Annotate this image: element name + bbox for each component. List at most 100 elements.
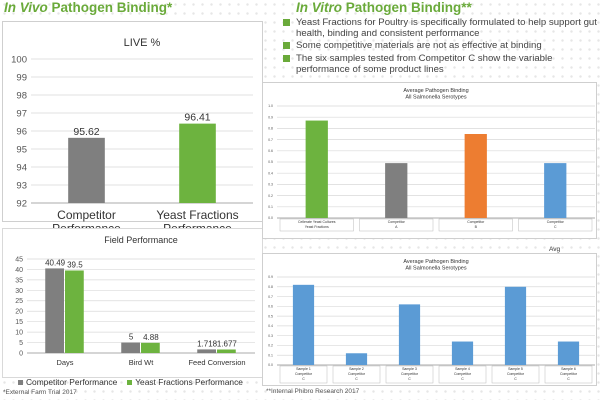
category-box (385, 365, 434, 384)
y-tick-label: 0.1 (268, 205, 273, 209)
category-box (544, 365, 593, 384)
bar (544, 163, 567, 218)
in-vivo-title-rest: Pathogen Binding* (47, 0, 173, 15)
category-box (279, 218, 354, 232)
bar (65, 270, 84, 353)
bar (141, 342, 160, 353)
category-box (438, 365, 487, 384)
category-box (518, 218, 593, 232)
x-category-label: Competitor (348, 372, 366, 376)
y-tick-label: 0.2 (268, 344, 273, 348)
y-tick-label: 30 (15, 288, 23, 295)
y-tick-label: 0.1 (268, 353, 273, 357)
y-tick-label: 0.0 (268, 363, 273, 367)
field-legend: Competitor Performance Yeast Fractions P… (18, 377, 243, 387)
bar (179, 123, 216, 203)
y-tick-label: 0.6 (268, 305, 273, 309)
bullet-item: Some competitive materials are not as ef… (282, 40, 597, 51)
competitor-c-samples-chart: Average Pathogen Binding All Salmonella S… (262, 253, 597, 386)
category-box (438, 218, 513, 232)
y-tick-label: 0.9 (268, 275, 273, 279)
bullet-item: Yeast Fractions for Poultry is specifica… (282, 17, 597, 39)
y-tick-label: 15 (15, 319, 23, 326)
x-category-label: Bird Wt (129, 358, 155, 367)
x-category-label: B (475, 225, 478, 229)
chart-title: Average Pathogen Binding (403, 259, 468, 265)
bullet-list: Yeast Fractions for Poultry is specifica… (282, 17, 597, 76)
x-category-label: Competitor (295, 372, 313, 376)
y-tick-label: 20 (15, 309, 23, 316)
y-tick-label: 35 (15, 277, 23, 284)
y-tick-label: 0.8 (268, 285, 273, 289)
in-vitro-title-italic: In Vitro (296, 0, 342, 15)
x-category-label: Cellerate Yeast Cultures (298, 220, 336, 224)
average-binding-chart: Average Pathogen Binding All Salmonella S… (262, 82, 597, 239)
bar (464, 134, 487, 218)
footnote-left: *External Farm Trial 2017 (3, 389, 77, 396)
bullet-item: The six samples tested from Competitor C… (282, 53, 597, 75)
y-tick-label: 5 (19, 340, 23, 347)
x-category-label: Feed Conversion (188, 358, 245, 367)
y-tick-label: 94 (16, 162, 27, 173)
y-tick-label: 0.2 (268, 194, 273, 198)
field-performance-chart: Field Performance 0 5 10 15 20 25 30 35 40 45 40.49… (2, 228, 263, 378)
data-label: 4.88 (143, 333, 159, 342)
y-tick-label: 0.7 (268, 295, 273, 299)
footnote-right: **Internal Phibro Research 2017 (266, 388, 360, 395)
y-tick-label: 0.5 (268, 160, 273, 164)
x-category-label: C (514, 377, 517, 381)
bar (292, 284, 315, 365)
y-tick-label: 0 (19, 350, 23, 357)
y-tick-label: 0.6 (268, 149, 273, 153)
data-label: 39.5 (67, 260, 83, 269)
data-label: 40.49 (45, 258, 66, 267)
y-tick-label: 10 (15, 330, 23, 337)
avg-label: Avg (549, 246, 561, 253)
legend-swatch-competitor (18, 380, 23, 386)
y-tick-label: 0.7 (268, 138, 273, 142)
x-category-label: Competitor (560, 372, 578, 376)
x-category-label: Sample 6 (561, 367, 576, 371)
x-category-label: Sample 3 (402, 367, 417, 371)
x-category-label: Competitor (57, 208, 116, 222)
category-box (279, 365, 328, 384)
bar (398, 304, 421, 365)
x-category-label: C (554, 225, 557, 229)
bar (345, 353, 368, 365)
x-category-label: Competitor (467, 220, 485, 224)
chart-title: LIVE % (124, 37, 161, 49)
y-tick-label: 93 (16, 180, 27, 191)
x-category-label: C (355, 377, 358, 381)
bar (68, 137, 105, 203)
live-percent-svg: LIVE % 92 93 94 95 96 97 98 99 100 95.62 Competitor… (11, 37, 253, 236)
category-box (332, 365, 381, 384)
y-tick-label: 25 (15, 298, 23, 305)
x-category-label: Competitor (547, 220, 565, 224)
bar (217, 349, 236, 353)
x-category-label: Competitor (401, 372, 419, 376)
x-category-label: Sample 5 (508, 367, 523, 371)
y-tick-label: 0.8 (268, 127, 273, 131)
bar (451, 341, 474, 365)
y-tick-label: 40 (15, 267, 23, 274)
y-tick-label: 1.0 (268, 104, 273, 108)
x-category-label: Competitor (507, 372, 525, 376)
legend-yeast: Yeast Fractions Performance (127, 377, 243, 387)
chart-title: Field Performance (104, 235, 178, 245)
data-label: 5 (129, 333, 134, 342)
x-category-label: Sample 4 (455, 367, 470, 371)
category-box (359, 218, 434, 232)
bar (197, 349, 216, 353)
x-category-label: Days (56, 358, 73, 367)
chart-subtitle: All Salmonella Serotypes (405, 266, 466, 272)
legend-yeast-label: Yeast Fractions Performance (135, 377, 243, 387)
y-tick-label: 0.9 (268, 115, 273, 119)
field-performance-svg: Field Performance 0 5 10 15 20 25 30 35 40 45 40.49… (15, 235, 255, 367)
bar (385, 163, 408, 218)
y-tick-label: 0.5 (268, 314, 273, 318)
legend-swatch-yeast (127, 380, 133, 386)
x-category-label: Sample 1 (296, 367, 311, 371)
y-tick-label: 45 (15, 256, 23, 263)
